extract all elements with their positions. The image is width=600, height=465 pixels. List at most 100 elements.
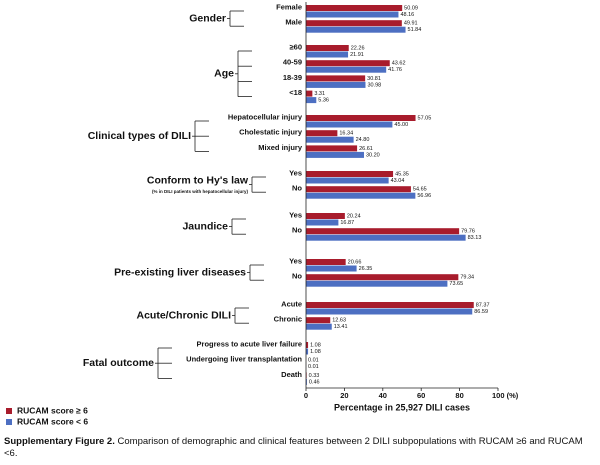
value-label: 73.65 <box>449 281 463 287</box>
value-label: 1.08 <box>310 349 321 355</box>
value-label: 79.76 <box>461 229 475 235</box>
group-label: Gender <box>189 12 226 24</box>
value-label: 16.34 <box>339 131 353 137</box>
bar <box>306 219 339 226</box>
legend-swatch <box>6 408 12 414</box>
value-label: 22.26 <box>351 45 365 51</box>
category-label: Yes <box>289 256 302 265</box>
x-tick-label: 40 <box>379 391 387 400</box>
value-label: 21.91 <box>350 52 364 58</box>
caption: Supplementary Figure 2. Comparison of de… <box>4 436 596 460</box>
value-label: 1.08 <box>310 342 321 348</box>
bar <box>306 60 390 67</box>
value-label: 45.00 <box>394 122 408 128</box>
bar <box>306 192 416 199</box>
value-label: 12.63 <box>332 318 346 324</box>
value-label: 20.66 <box>348 259 362 265</box>
value-label: 30.20 <box>366 152 380 158</box>
category-label: Male <box>285 18 302 27</box>
value-label: 51.84 <box>408 27 422 33</box>
group-label: Pre-existing liver diseases <box>114 266 246 278</box>
category-label: Female <box>276 2 302 11</box>
value-label: 43.62 <box>392 61 406 67</box>
category-label: <18 <box>289 88 302 97</box>
x-tick-label: 100 (%) <box>492 391 519 400</box>
legend-label: RUCAM score ≥ 6 <box>17 405 88 415</box>
group-label: Conform to Hy's law <box>147 174 249 186</box>
value-label: 0.46 <box>309 379 320 385</box>
value-label: 83.13 <box>468 235 482 241</box>
x-tick-label: 80 <box>455 391 463 400</box>
bar <box>306 302 474 308</box>
caption-title: Supplementary Figure 2. <box>4 436 115 447</box>
x-tick-label: 0 <box>304 391 308 400</box>
value-label: 24.80 <box>356 137 370 143</box>
value-label: 45.35 <box>395 171 409 177</box>
bar <box>306 51 349 58</box>
category-label: Progress to acute liver failure <box>197 339 302 348</box>
category-label: Chronic <box>274 315 302 324</box>
bar <box>306 66 387 73</box>
group-label: Jaundice <box>182 220 228 232</box>
value-label: 30.81 <box>367 76 381 82</box>
value-label: 49.91 <box>404 21 418 27</box>
bar <box>306 97 317 104</box>
bar <box>306 136 354 143</box>
group-note: (% in DILI patients with hepatocellular … <box>152 189 249 194</box>
value-label: 0.01 <box>308 358 319 364</box>
value-label: 0.33 <box>309 373 320 379</box>
value-label: 48.16 <box>400 12 414 18</box>
category-label: No <box>292 184 302 193</box>
value-label: 86.59 <box>474 309 488 315</box>
value-label: 0.01 <box>308 364 319 370</box>
bar <box>306 348 309 355</box>
bar <box>306 171 394 177</box>
bar <box>306 274 459 281</box>
category-label: Acute <box>281 299 302 308</box>
value-label: 20.24 <box>347 213 361 219</box>
value-label: 79.34 <box>460 275 474 281</box>
category-label: ≥60 <box>290 42 302 51</box>
category-label: Death <box>281 370 302 379</box>
value-label: 41.76 <box>388 67 402 73</box>
bar <box>306 186 411 193</box>
legend-label: RUCAM score < 6 <box>17 416 88 426</box>
bar <box>306 151 364 158</box>
bar <box>306 20 402 27</box>
value-label: 3.31 <box>314 91 325 97</box>
bar <box>306 213 345 219</box>
bar <box>306 280 448 287</box>
category-label: Yes <box>289 168 302 177</box>
value-label: 16.87 <box>340 220 354 226</box>
bar <box>306 177 389 184</box>
bar <box>306 5 403 11</box>
bar <box>306 378 307 385</box>
bar <box>306 11 399 18</box>
bar <box>306 90 313 97</box>
bar <box>306 259 346 265</box>
caption-text: Comparison of demographic and clinical f… <box>4 436 583 459</box>
category-label: Cholestatic injury <box>239 128 303 137</box>
value-label: 56.96 <box>417 193 431 199</box>
category-label: 18-39 <box>283 73 302 82</box>
group-label: Clinical types of DILI <box>88 130 191 142</box>
group-label: Age <box>214 68 234 80</box>
value-label: 43.04 <box>391 178 405 184</box>
value-label: 57.05 <box>418 115 432 121</box>
bar <box>306 130 338 137</box>
value-label: 87.37 <box>476 302 490 308</box>
value-label: 50.09 <box>404 5 418 11</box>
bar <box>306 45 349 51</box>
bar <box>306 342 309 348</box>
value-label: 5.36 <box>318 98 329 104</box>
category-label: Mixed injury <box>258 143 303 152</box>
category-label: 40-59 <box>283 58 302 67</box>
bar <box>306 145 358 152</box>
category-label: Yes <box>289 210 302 219</box>
value-label: 13.41 <box>334 324 348 330</box>
bar <box>306 323 332 330</box>
value-label: 30.98 <box>367 82 381 88</box>
group-label: Acute/Chronic DILI <box>136 309 231 321</box>
bar <box>306 265 357 272</box>
